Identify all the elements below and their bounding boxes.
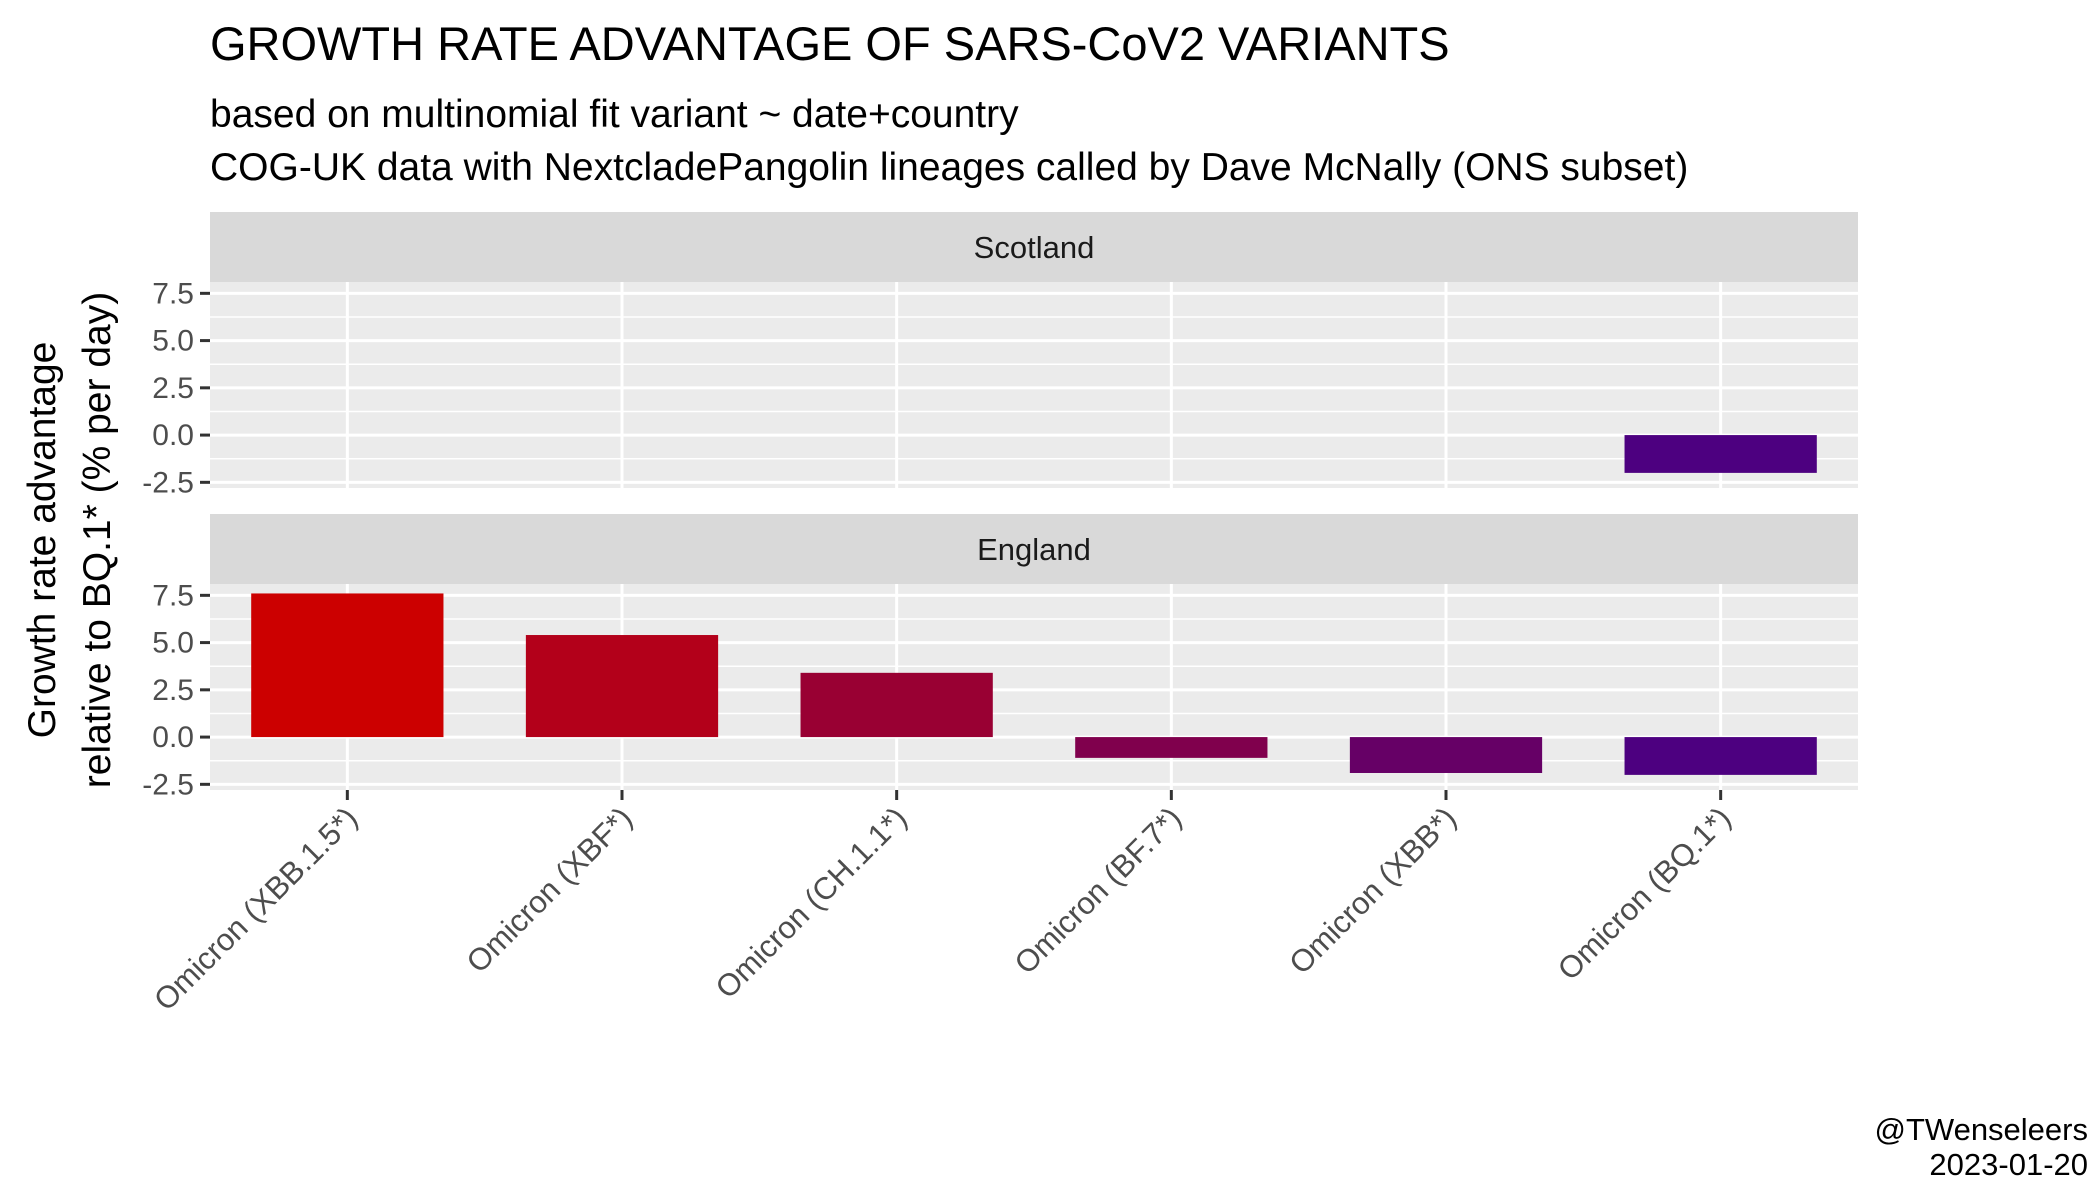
x-tick-label: Omicron (XBB*) [1282,800,1463,981]
y-tick-label: 5.0 [152,627,194,660]
bar-scotland-6 [1624,435,1817,473]
x-tick-label: Omicron (BQ.1*) [1551,800,1738,987]
chart-subtitle-line-1: based on multinomial fit variant ~ date+… [210,93,1019,136]
x-axis: Omicron (XBB.1.5*) Omicron (XBF*) Omicron … [147,790,1738,1017]
y-axis-title-line-2: relative to BQ.1* (% per day) [76,292,119,788]
bar-england-6 [1624,737,1817,775]
y-tick-label: 0.0 [152,419,194,452]
x-tick-label: Omicron (CH.1.1*) [709,800,914,1005]
facet-panel-scotland: Scotland 7.5 5.0 2.5 0.0 -2.5 [142,212,1858,499]
x-tick-label: Omicron (XBB.1.5*) [147,800,364,1017]
facet-strip-label: England [977,532,1091,567]
y-tick-label: -2.5 [142,466,194,499]
caption-date: 2023-01-20 [1929,1147,2088,1182]
y-tick-label: 0.0 [152,721,194,754]
panel-background [210,584,1858,790]
facet-panels: Scotland 7.5 5.0 2.5 0.0 -2.5 England 7.5 5.0 2.5… [142,212,1858,801]
facet-strip [210,514,1858,584]
bar-england-3 [800,672,993,738]
bar-england-1 [251,593,444,738]
facet-panel-england: England 7.5 5.0 2.5 0.0 -2.5 [142,514,1858,801]
y-tick-label: 7.5 [152,579,194,612]
y-axis-title-line-1: Growth rate advantage [21,342,64,739]
y-tick-label: 2.5 [152,674,194,707]
bar-england-4 [1075,737,1268,758]
facet-strip-label: Scotland [974,230,1095,265]
facet-strip [210,212,1858,282]
chart-title: GROWTH RATE ADVANTAGE OF SARS-CoV2 VARIA… [210,17,1450,70]
panel-background [210,282,1858,488]
bar-england-5 [1349,737,1543,773]
y-tick-label: -2.5 [142,768,194,801]
bar-england-2 [525,635,719,738]
x-tick-label: Omicron (XBF*) [460,800,639,979]
x-tick-label: Omicron (BF.7*) [1008,800,1189,981]
y-tick-label: 5.0 [152,325,194,358]
chart-subtitle-line-2: COG-UK data with NextcladePangolin linea… [210,146,1688,189]
y-tick-label: 2.5 [152,372,194,405]
y-tick-label: 7.5 [152,277,194,310]
caption-author: @TWenseleers [1874,1112,2088,1147]
